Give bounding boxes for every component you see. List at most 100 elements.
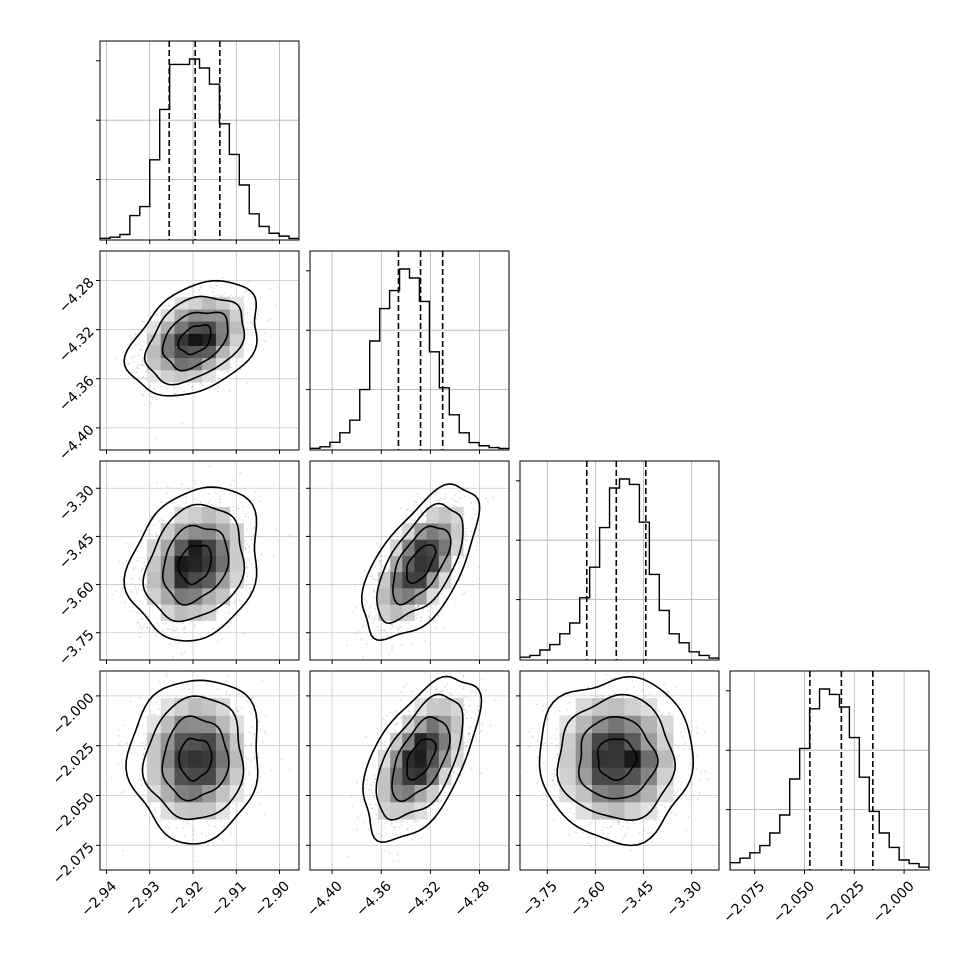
scatter-point — [171, 622, 173, 624]
scatter-point — [253, 758, 255, 760]
scatter-point — [437, 500, 439, 502]
scatter-point — [188, 488, 190, 490]
scatter-point — [139, 636, 141, 638]
scatter-point — [252, 347, 254, 349]
scatter-point — [236, 255, 238, 257]
scatter-point — [199, 285, 201, 287]
scatter-point — [172, 629, 174, 631]
density-cell — [175, 523, 189, 540]
scatter-point — [374, 608, 376, 610]
density-cell — [216, 588, 230, 605]
density-cell — [415, 556, 428, 573]
density-cell — [202, 523, 216, 540]
scatter-point — [141, 628, 143, 630]
scatter-point — [365, 661, 367, 663]
scatter-point — [245, 757, 247, 759]
density-cell — [202, 572, 216, 589]
scatter-point — [407, 509, 409, 511]
density-cell — [147, 572, 161, 589]
scatter-point — [127, 543, 129, 545]
scatter-point — [236, 599, 238, 601]
scatter-point — [245, 548, 247, 550]
density-cell — [161, 370, 175, 383]
scatter-point — [172, 656, 174, 658]
scatter-point — [127, 362, 129, 364]
scatter-point — [453, 562, 455, 564]
scatter-point — [136, 592, 138, 594]
scatter-point — [439, 500, 441, 502]
scatter-point — [191, 287, 193, 289]
scatter-point — [388, 653, 390, 655]
scatter-point — [214, 295, 216, 297]
scatter-point — [146, 627, 148, 629]
panel-1-1 — [306, 251, 509, 454]
scatter-point — [239, 472, 241, 474]
scatter-point — [367, 615, 369, 617]
scatter-point — [462, 594, 464, 596]
scatter-point — [167, 628, 169, 630]
scatter-point — [246, 290, 248, 292]
scatter-point — [173, 630, 175, 632]
scatter-point — [138, 364, 140, 366]
scatter-point — [458, 561, 460, 563]
scatter-point — [385, 568, 387, 570]
scatter-point — [376, 543, 378, 545]
scatter-point — [454, 495, 456, 497]
density-cell — [175, 588, 189, 605]
scatter-point — [216, 285, 218, 287]
scatter-point — [143, 321, 145, 323]
scatter-point — [184, 651, 186, 653]
scatter-point — [144, 331, 146, 333]
scatter-point — [160, 386, 162, 388]
scatter-point — [375, 615, 377, 617]
scatter-point — [244, 633, 246, 635]
scatter-point — [375, 566, 377, 568]
scatter-point — [147, 529, 149, 531]
scatter-point — [250, 712, 252, 714]
scatter-point — [184, 632, 186, 634]
scatter-point — [252, 317, 254, 319]
scatter-point — [492, 497, 494, 499]
scatter-point — [143, 365, 145, 367]
scatter-point — [182, 827, 184, 829]
scatter-point — [217, 611, 219, 613]
scatter-point — [458, 572, 460, 574]
scatter-point — [169, 644, 171, 646]
scatter-point — [361, 617, 363, 619]
scatter-point — [171, 398, 173, 400]
scatter-point — [137, 376, 139, 378]
scatter-point — [134, 355, 136, 357]
scatter-point — [155, 635, 157, 637]
scatter-point — [252, 535, 254, 537]
scatter-point — [445, 493, 447, 495]
scatter-point — [460, 580, 462, 582]
scatter-point — [477, 529, 479, 531]
scatter-point — [465, 533, 467, 535]
scatter-point — [147, 615, 149, 617]
scatter-point — [416, 502, 418, 504]
scatter-point — [143, 626, 145, 628]
scatter-point — [451, 557, 453, 559]
scatter-point — [415, 607, 417, 609]
scatter-point — [460, 498, 462, 500]
scatter-point — [259, 500, 261, 502]
scatter-point — [217, 609, 219, 611]
scatter-point — [211, 504, 213, 506]
scatter-point — [418, 605, 420, 607]
scatter-point — [168, 847, 170, 849]
histogram-3 — [730, 689, 929, 869]
scatter-point — [199, 289, 201, 291]
scatter-point — [169, 628, 171, 630]
scatter-point — [366, 600, 368, 602]
scatter-point — [195, 483, 197, 485]
scatter-point — [359, 631, 361, 633]
scatter-point — [391, 632, 393, 634]
scatter-point — [140, 364, 142, 366]
scatter-point — [364, 599, 366, 601]
density-cell — [188, 333, 202, 346]
scatter-point — [222, 277, 224, 279]
scatter-point — [388, 569, 390, 571]
scatter-point — [238, 508, 240, 510]
scatter-point — [184, 627, 186, 629]
scatter-point — [126, 560, 128, 562]
